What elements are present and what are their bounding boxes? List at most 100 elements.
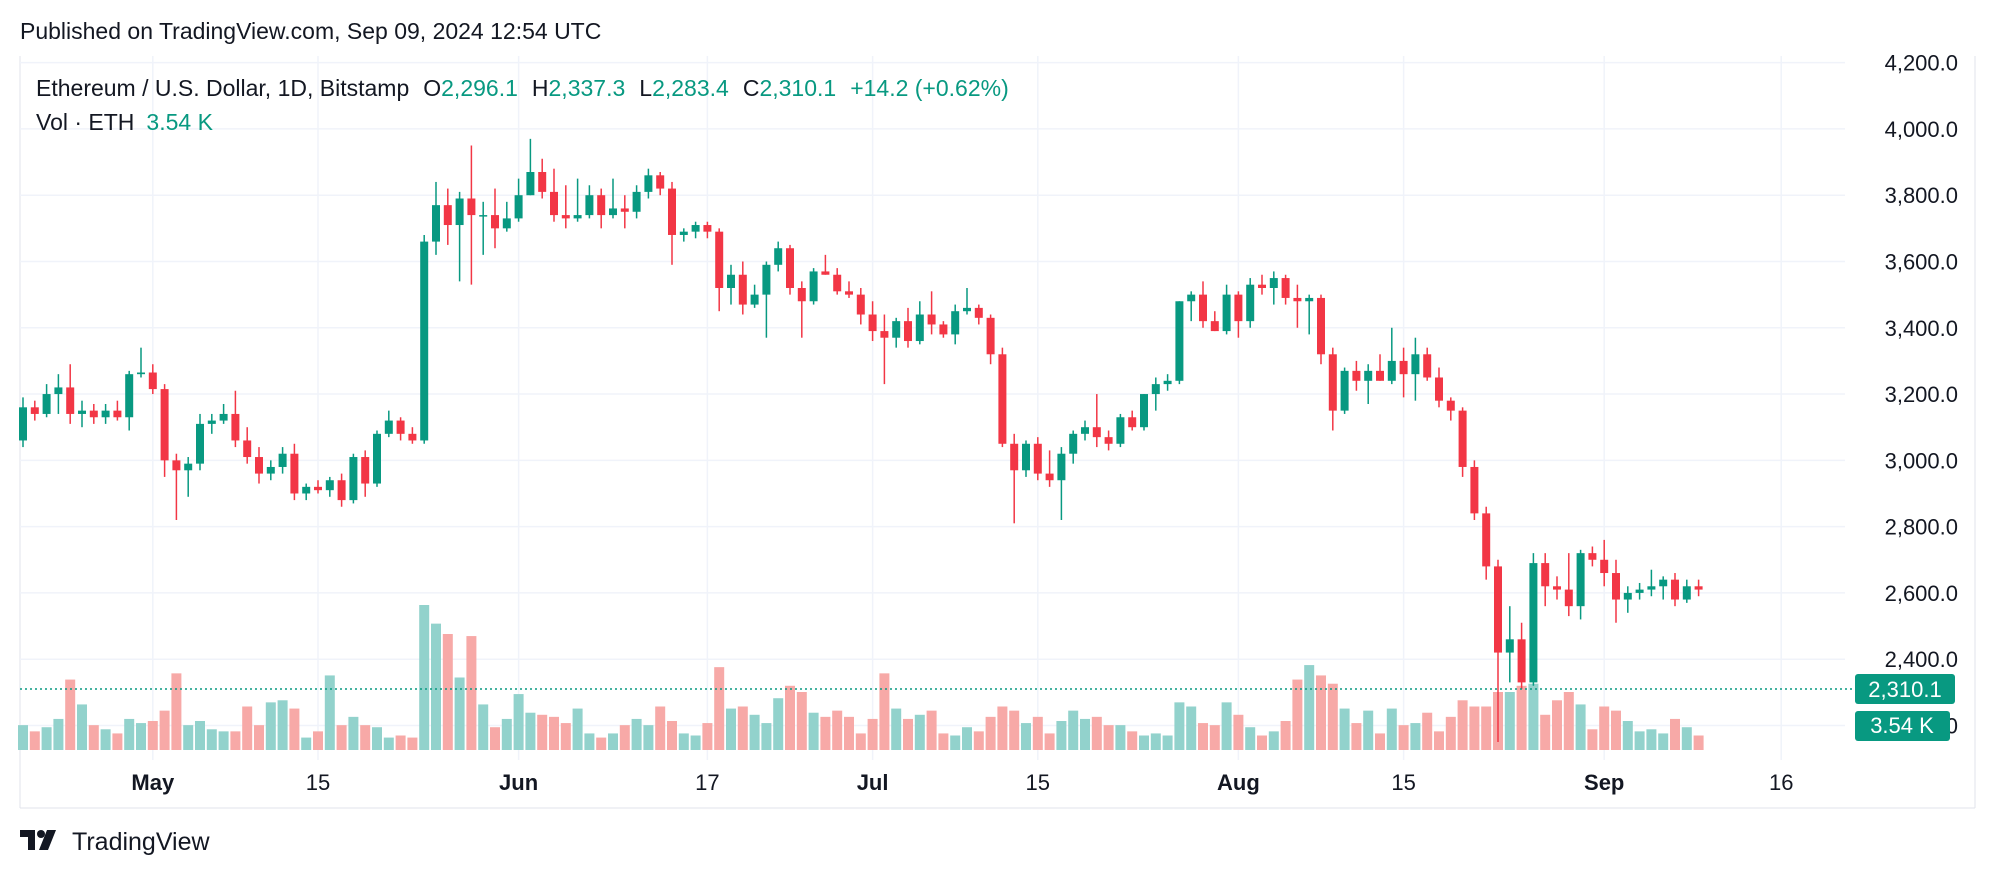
volume-bar xyxy=(513,694,524,750)
volume-bar xyxy=(997,706,1008,750)
candle-body xyxy=(373,433,381,484)
volume-bar xyxy=(891,708,902,750)
volume-bar xyxy=(560,723,571,750)
volume-bar xyxy=(100,729,111,750)
volume-bar xyxy=(1009,710,1020,750)
candle-body xyxy=(19,407,27,441)
candle-body xyxy=(1069,433,1078,454)
candle-body xyxy=(384,420,393,434)
candle-body xyxy=(1364,370,1373,381)
candle-body xyxy=(1694,586,1703,590)
volume-bar xyxy=(1209,725,1220,750)
volume-bar xyxy=(985,716,996,750)
candle-body xyxy=(408,433,417,441)
close-value: 2,310.1 xyxy=(759,75,837,101)
volume-bar xyxy=(1139,735,1149,750)
candle-body xyxy=(1010,443,1019,471)
volume-bar xyxy=(1599,706,1610,750)
candle-body xyxy=(892,321,901,338)
volume-bar xyxy=(773,698,784,750)
change-value: +14.2 (+0.62%) xyxy=(850,75,1009,101)
candle-body xyxy=(1529,563,1538,683)
candle-body xyxy=(951,311,960,335)
last-price-marker: 2,310.1 3.54 K xyxy=(20,673,1955,741)
candle-body xyxy=(467,198,476,216)
candle-body xyxy=(420,241,429,441)
y-tick-label: 3,600.0 xyxy=(1885,249,1958,274)
candle-body xyxy=(1659,579,1668,587)
volume-bar xyxy=(879,673,890,750)
volume-bar xyxy=(1221,702,1232,750)
volume-bar xyxy=(1091,716,1102,750)
candle-body xyxy=(1199,294,1207,322)
volume-bar xyxy=(926,710,937,750)
x-tick-label: 15 xyxy=(1391,770,1415,795)
candle-body xyxy=(361,457,370,484)
volume-bar xyxy=(454,677,465,750)
volume-bar xyxy=(419,605,430,750)
volume-bar xyxy=(596,737,607,750)
candle-body xyxy=(1612,573,1620,600)
volume-bar xyxy=(1528,683,1539,750)
volume-bar xyxy=(171,673,182,750)
volume-bar xyxy=(619,725,630,750)
candle-body xyxy=(915,314,924,342)
candle-body xyxy=(620,208,629,212)
volume-bar xyxy=(785,685,795,750)
candle-body xyxy=(290,453,299,494)
candle-body xyxy=(1269,278,1278,288)
open-value: 2,296.1 xyxy=(441,75,518,101)
volume-bar xyxy=(1327,683,1338,750)
volume-bar xyxy=(1233,714,1244,750)
volume-bar xyxy=(1658,733,1669,750)
candle-body xyxy=(219,413,228,421)
candle-body xyxy=(750,294,759,305)
volume-bar xyxy=(136,723,146,750)
volume-bar xyxy=(1068,710,1079,750)
volume-bar xyxy=(549,716,559,750)
price-axis: 2,200.02,400.02,600.02,800.03,000.03,200… xyxy=(1885,51,1958,739)
time-axis: May 15 Jun 17 Jul 15 Aug 15 Sep 16 xyxy=(131,770,1793,795)
candle-body xyxy=(89,410,98,418)
volume-bar xyxy=(584,733,595,750)
candle-body xyxy=(1246,284,1255,322)
volume-bar xyxy=(914,714,925,750)
last-volume-label: 3.54 K xyxy=(1870,713,1934,738)
candle-body xyxy=(821,271,830,275)
candle-body xyxy=(1541,563,1550,587)
y-tick-label: 3,400.0 xyxy=(1885,316,1958,341)
candle-body xyxy=(597,195,606,216)
x-tick-label: 16 xyxy=(1769,770,1793,795)
volume-bar xyxy=(1044,733,1055,750)
candle-body xyxy=(243,440,252,458)
volume-bar xyxy=(1080,718,1090,750)
volume-bar xyxy=(1681,727,1692,750)
candle-body xyxy=(1104,437,1113,444)
volume-bar xyxy=(714,667,725,750)
candle-body xyxy=(644,175,653,192)
volume-bar xyxy=(348,716,359,750)
volume-bar xyxy=(301,737,312,750)
candle-body xyxy=(1387,360,1396,381)
candle-body xyxy=(278,453,287,467)
volume-bar xyxy=(289,708,300,750)
candle-body xyxy=(904,321,912,342)
volume-bar xyxy=(159,710,170,750)
candle-body xyxy=(1045,473,1054,481)
volume-bar xyxy=(442,634,453,750)
volume-bar xyxy=(1162,735,1173,750)
volume-bar xyxy=(1398,725,1409,750)
candle-body xyxy=(1140,394,1148,428)
tradingview-logo-icon xyxy=(20,830,62,855)
candle-body xyxy=(656,175,665,189)
x-tick-label: 15 xyxy=(306,770,330,795)
candle-body xyxy=(738,274,747,305)
candle-body xyxy=(727,274,735,288)
candle-body xyxy=(1647,586,1656,590)
ohlc-legend: Ethereum / U.S. Dollar, 1D, Bitstamp O2,2… xyxy=(36,75,1009,102)
volume-bar xyxy=(962,727,972,750)
volume-bar xyxy=(631,718,642,750)
candle-body xyxy=(833,274,842,292)
candle-body xyxy=(986,317,995,355)
